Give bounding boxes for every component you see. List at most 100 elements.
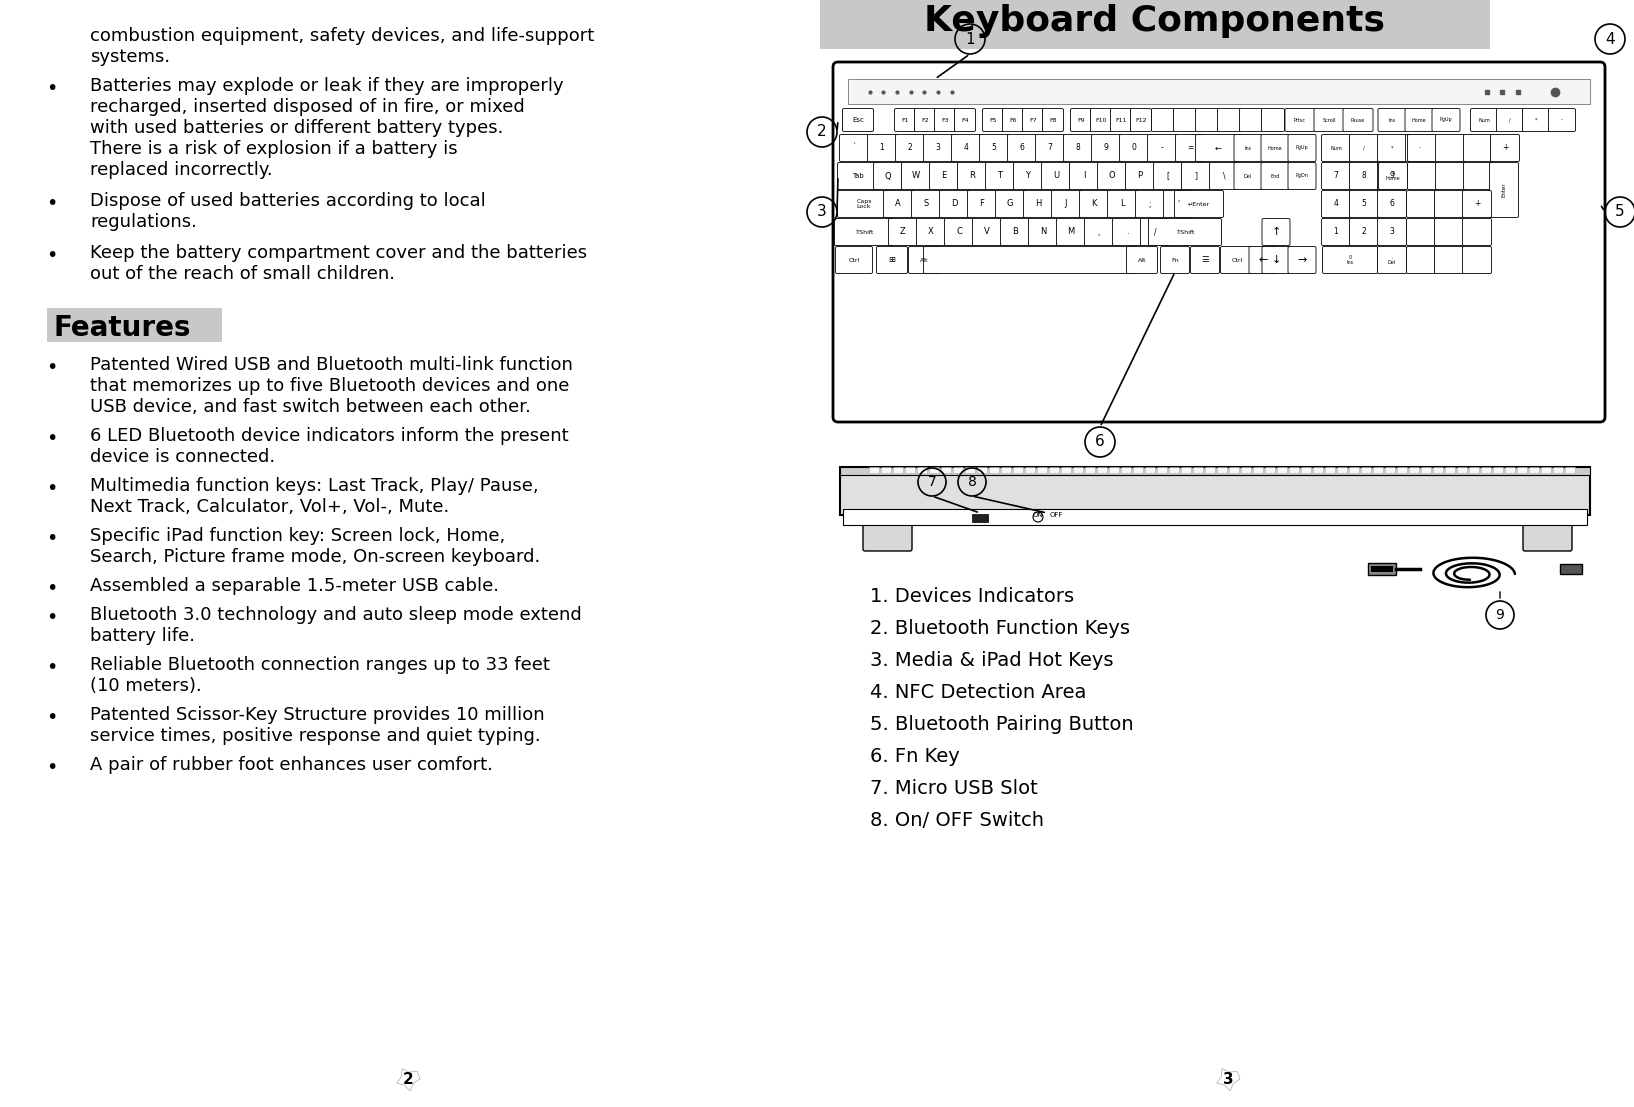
FancyBboxPatch shape: [1119, 134, 1149, 162]
FancyBboxPatch shape: [918, 467, 928, 474]
FancyBboxPatch shape: [1092, 134, 1121, 162]
FancyBboxPatch shape: [1098, 163, 1126, 189]
FancyBboxPatch shape: [1003, 108, 1023, 132]
FancyBboxPatch shape: [909, 247, 940, 273]
Text: R: R: [969, 172, 975, 180]
FancyBboxPatch shape: [1111, 108, 1131, 132]
FancyBboxPatch shape: [979, 134, 1008, 162]
FancyBboxPatch shape: [1350, 134, 1379, 162]
Text: Z: Z: [900, 228, 905, 237]
Text: ☰: ☰: [1201, 256, 1209, 265]
Text: Patented Scissor-Key Structure provides 10 million: Patented Scissor-Key Structure provides …: [90, 706, 544, 724]
Text: 2: 2: [817, 124, 827, 139]
Text: Multimedia function keys: Last Track, Play/ Pause,: Multimedia function keys: Last Track, Pl…: [90, 477, 539, 495]
Text: Esc: Esc: [851, 117, 864, 123]
FancyBboxPatch shape: [1541, 467, 1552, 474]
Text: Ctrl: Ctrl: [1232, 258, 1242, 262]
Text: 3: 3: [936, 144, 941, 153]
FancyBboxPatch shape: [1462, 218, 1492, 246]
FancyBboxPatch shape: [1193, 467, 1204, 474]
FancyBboxPatch shape: [895, 134, 925, 162]
FancyBboxPatch shape: [1062, 467, 1072, 474]
FancyBboxPatch shape: [1234, 134, 1261, 162]
FancyBboxPatch shape: [1464, 134, 1492, 162]
FancyBboxPatch shape: [1074, 467, 1083, 474]
Text: systems.: systems.: [90, 48, 170, 66]
FancyBboxPatch shape: [1565, 467, 1575, 474]
FancyBboxPatch shape: [843, 108, 874, 132]
Text: Caps
Lock: Caps Lock: [856, 198, 873, 209]
Text: •: •: [46, 758, 57, 777]
Text: 4: 4: [1605, 31, 1614, 46]
FancyBboxPatch shape: [838, 163, 879, 189]
FancyBboxPatch shape: [1026, 467, 1036, 474]
Text: 2: 2: [1361, 228, 1366, 237]
Text: [: [: [1167, 172, 1170, 180]
FancyBboxPatch shape: [1377, 247, 1407, 273]
FancyBboxPatch shape: [1458, 467, 1467, 474]
FancyBboxPatch shape: [1377, 190, 1407, 217]
Text: Home: Home: [1412, 117, 1426, 123]
Text: (10 meters).: (10 meters).: [90, 677, 201, 695]
Text: Y: Y: [1026, 172, 1031, 180]
FancyBboxPatch shape: [838, 190, 891, 217]
FancyBboxPatch shape: [1422, 467, 1431, 474]
FancyBboxPatch shape: [1149, 218, 1222, 246]
Text: 1: 1: [1333, 228, 1338, 237]
Text: F5: F5: [989, 117, 997, 123]
FancyBboxPatch shape: [930, 163, 959, 189]
FancyBboxPatch shape: [1493, 467, 1503, 474]
FancyBboxPatch shape: [1377, 163, 1407, 189]
Text: •: •: [46, 708, 57, 727]
Text: E: E: [941, 172, 946, 180]
FancyBboxPatch shape: [1217, 108, 1240, 132]
Text: 6 LED Bluetooth device indicators inform the present: 6 LED Bluetooth device indicators inform…: [90, 427, 569, 445]
FancyBboxPatch shape: [1278, 467, 1288, 474]
Text: regulations.: regulations.: [90, 213, 196, 231]
FancyBboxPatch shape: [1377, 134, 1407, 162]
FancyBboxPatch shape: [1322, 163, 1350, 189]
FancyBboxPatch shape: [1136, 190, 1165, 217]
FancyBboxPatch shape: [1410, 467, 1420, 474]
FancyBboxPatch shape: [1377, 108, 1405, 132]
FancyBboxPatch shape: [1289, 467, 1299, 474]
FancyBboxPatch shape: [985, 163, 1015, 189]
FancyBboxPatch shape: [1435, 247, 1464, 273]
FancyBboxPatch shape: [1405, 108, 1433, 132]
Text: Search, Picture frame mode, On-screen keyboard.: Search, Picture frame mode, On-screen ke…: [90, 548, 541, 566]
FancyBboxPatch shape: [833, 62, 1605, 422]
FancyBboxPatch shape: [1265, 467, 1276, 474]
FancyBboxPatch shape: [935, 108, 956, 132]
Text: J: J: [1065, 199, 1067, 208]
FancyBboxPatch shape: [868, 134, 897, 162]
FancyBboxPatch shape: [1368, 563, 1395, 575]
FancyBboxPatch shape: [1350, 163, 1379, 189]
FancyBboxPatch shape: [1134, 467, 1144, 474]
Text: A pair of rubber foot enhances user comfort.: A pair of rubber foot enhances user comf…: [90, 756, 493, 774]
FancyBboxPatch shape: [1407, 218, 1436, 246]
Text: ⇑Shift: ⇑Shift: [1175, 229, 1194, 235]
Text: O: O: [1109, 172, 1116, 180]
Text: 2. Bluetooth Function Keys: 2. Bluetooth Function Keys: [869, 619, 1131, 638]
Text: ;: ;: [1149, 199, 1152, 208]
Text: 5. Bluetooth Pairing Button: 5. Bluetooth Pairing Button: [869, 715, 1134, 734]
FancyBboxPatch shape: [1407, 190, 1436, 217]
Text: 7: 7: [1047, 144, 1052, 153]
FancyBboxPatch shape: [1217, 467, 1227, 474]
Text: 8: 8: [1361, 172, 1366, 180]
FancyBboxPatch shape: [1152, 108, 1175, 132]
FancyBboxPatch shape: [1436, 163, 1464, 189]
Text: C: C: [956, 228, 962, 237]
FancyBboxPatch shape: [1098, 467, 1108, 474]
Text: 7: 7: [928, 475, 936, 489]
Text: Features: Features: [54, 314, 191, 342]
Text: ,: ,: [1098, 228, 1100, 237]
Text: B: B: [1011, 228, 1018, 237]
FancyBboxPatch shape: [1242, 467, 1252, 474]
Text: PgUp: PgUp: [1440, 117, 1453, 123]
FancyBboxPatch shape: [940, 190, 969, 217]
FancyBboxPatch shape: [1523, 521, 1572, 551]
FancyBboxPatch shape: [1361, 467, 1371, 474]
FancyBboxPatch shape: [972, 218, 1002, 246]
FancyBboxPatch shape: [930, 467, 940, 474]
